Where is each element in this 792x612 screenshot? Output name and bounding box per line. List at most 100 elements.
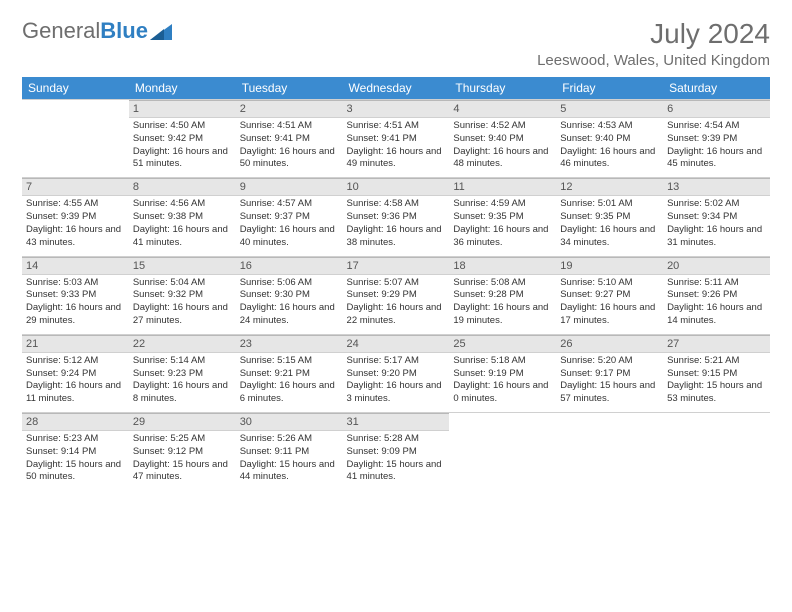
daylight-line: Daylight: 16 hours and 17 minutes. [560,302,659,328]
calendar-cell: 9Sunrise: 4:57 AMSunset: 9:37 PMDaylight… [236,178,343,256]
sunrise-line: Sunrise: 5:18 AM [453,355,552,368]
daylight-line: Daylight: 16 hours and 38 minutes. [347,224,446,250]
calendar-cell: 15Sunrise: 5:04 AMSunset: 9:32 PMDayligh… [129,256,236,334]
daylight-line: Daylight: 16 hours and 22 minutes. [347,302,446,328]
day-content: 27Sunrise: 5:21 AMSunset: 9:15 PMDayligh… [663,335,770,412]
sunset-line: Sunset: 9:19 PM [453,368,552,381]
sunset-line: Sunset: 9:09 PM [347,446,446,459]
calendar-cell: 18Sunrise: 5:08 AMSunset: 9:28 PMDayligh… [449,256,556,334]
calendar-cell: 6Sunrise: 4:54 AMSunset: 9:39 PMDaylight… [663,100,770,178]
daylight-line: Daylight: 15 hours and 47 minutes. [133,459,232,485]
daylight-line: Daylight: 16 hours and 49 minutes. [347,146,446,172]
sunset-line: Sunset: 9:12 PM [133,446,232,459]
daylight-line: Daylight: 16 hours and 34 minutes. [560,224,659,250]
daylight-line: Daylight: 16 hours and 3 minutes. [347,380,446,406]
calendar-cell: 31Sunrise: 5:28 AMSunset: 9:09 PMDayligh… [343,413,450,491]
daylight-line: Daylight: 16 hours and 19 minutes. [453,302,552,328]
calendar-cell: 22Sunrise: 5:14 AMSunset: 9:23 PMDayligh… [129,334,236,412]
day-content: 30Sunrise: 5:26 AMSunset: 9:11 PMDayligh… [236,413,343,490]
sunset-line: Sunset: 9:35 PM [560,211,659,224]
day-number: 6 [663,100,770,118]
daylight-line: Daylight: 16 hours and 41 minutes. [133,224,232,250]
calendar-body: 1Sunrise: 4:50 AMSunset: 9:42 PMDaylight… [22,100,770,491]
day-content: 4Sunrise: 4:52 AMSunset: 9:40 PMDaylight… [449,100,556,177]
sunset-line: Sunset: 9:24 PM [26,368,125,381]
sunrise-line: Sunrise: 5:08 AM [453,277,552,290]
day-number: 3 [343,100,450,118]
day-number: 15 [129,257,236,275]
empty-cell [663,413,770,483]
sunset-line: Sunset: 9:38 PM [133,211,232,224]
day-content: 21Sunrise: 5:12 AMSunset: 9:24 PMDayligh… [22,335,129,412]
daylight-line: Daylight: 16 hours and 31 minutes. [667,224,766,250]
daylight-line: Daylight: 16 hours and 50 minutes. [240,146,339,172]
sunrise-line: Sunrise: 5:25 AM [133,433,232,446]
sunrise-line: Sunrise: 5:14 AM [133,355,232,368]
calendar-cell: 12Sunrise: 5:01 AMSunset: 9:35 PMDayligh… [556,178,663,256]
daylight-line: Daylight: 16 hours and 6 minutes. [240,380,339,406]
day-content: 16Sunrise: 5:06 AMSunset: 9:30 PMDayligh… [236,257,343,334]
calendar-cell: 29Sunrise: 5:25 AMSunset: 9:12 PMDayligh… [129,413,236,491]
day-content: 1Sunrise: 4:50 AMSunset: 9:42 PMDaylight… [129,100,236,177]
sunset-line: Sunset: 9:32 PM [133,289,232,302]
day-content: 14Sunrise: 5:03 AMSunset: 9:33 PMDayligh… [22,257,129,334]
sunrise-line: Sunrise: 4:56 AM [133,198,232,211]
sunset-line: Sunset: 9:41 PM [347,133,446,146]
daylight-line: Daylight: 16 hours and 0 minutes. [453,380,552,406]
logo-text: GeneralBlue [22,18,148,44]
day-content: 20Sunrise: 5:11 AMSunset: 9:26 PMDayligh… [663,257,770,334]
daylight-line: Daylight: 16 hours and 36 minutes. [453,224,552,250]
day-header: Friday [556,77,663,100]
day-number: 22 [129,335,236,353]
sunset-line: Sunset: 9:41 PM [240,133,339,146]
calendar-cell [556,413,663,491]
daylight-line: Daylight: 16 hours and 24 minutes. [240,302,339,328]
sunrise-line: Sunrise: 5:11 AM [667,277,766,290]
daylight-line: Daylight: 16 hours and 27 minutes. [133,302,232,328]
sunrise-line: Sunrise: 5:21 AM [667,355,766,368]
day-number: 14 [22,257,129,275]
sunrise-line: Sunrise: 5:12 AM [26,355,125,368]
sunset-line: Sunset: 9:39 PM [26,211,125,224]
sunset-line: Sunset: 9:29 PM [347,289,446,302]
day-number: 31 [343,413,450,431]
day-number: 18 [449,257,556,275]
day-content: 8Sunrise: 4:56 AMSunset: 9:38 PMDaylight… [129,178,236,255]
day-number: 23 [236,335,343,353]
sunrise-line: Sunrise: 5:07 AM [347,277,446,290]
logo: GeneralBlue [22,18,172,44]
sunrise-line: Sunrise: 4:55 AM [26,198,125,211]
calendar-week-row: 28Sunrise: 5:23 AMSunset: 9:14 PMDayligh… [22,413,770,491]
empty-cell [22,100,129,170]
day-number: 7 [22,178,129,196]
daylight-line: Daylight: 16 hours and 8 minutes. [133,380,232,406]
daylight-line: Daylight: 16 hours and 29 minutes. [26,302,125,328]
day-content: 15Sunrise: 5:04 AMSunset: 9:32 PMDayligh… [129,257,236,334]
sunset-line: Sunset: 9:17 PM [560,368,659,381]
day-content: 5Sunrise: 4:53 AMSunset: 9:40 PMDaylight… [556,100,663,177]
logo-triangle-icon [150,22,172,40]
calendar-cell: 20Sunrise: 5:11 AMSunset: 9:26 PMDayligh… [663,256,770,334]
calendar-cell: 14Sunrise: 5:03 AMSunset: 9:33 PMDayligh… [22,256,129,334]
day-number: 16 [236,257,343,275]
daylight-line: Daylight: 16 hours and 40 minutes. [240,224,339,250]
sunset-line: Sunset: 9:40 PM [453,133,552,146]
sunrise-line: Sunrise: 4:52 AM [453,120,552,133]
day-header: Saturday [663,77,770,100]
calendar-cell: 26Sunrise: 5:20 AMSunset: 9:17 PMDayligh… [556,334,663,412]
day-content: 7Sunrise: 4:55 AMSunset: 9:39 PMDaylight… [22,178,129,255]
calendar-cell: 4Sunrise: 4:52 AMSunset: 9:40 PMDaylight… [449,100,556,178]
day-content: 26Sunrise: 5:20 AMSunset: 9:17 PMDayligh… [556,335,663,412]
day-content: 18Sunrise: 5:08 AMSunset: 9:28 PMDayligh… [449,257,556,334]
day-number: 10 [343,178,450,196]
sunset-line: Sunset: 9:21 PM [240,368,339,381]
title-block: July 2024 Leeswood, Wales, United Kingdo… [537,18,770,69]
month-title: July 2024 [537,18,770,50]
day-content: 25Sunrise: 5:18 AMSunset: 9:19 PMDayligh… [449,335,556,412]
day-number: 20 [663,257,770,275]
day-number: 1 [129,100,236,118]
sunset-line: Sunset: 9:40 PM [560,133,659,146]
day-content: 10Sunrise: 4:58 AMSunset: 9:36 PMDayligh… [343,178,450,255]
day-number: 26 [556,335,663,353]
calendar-cell: 8Sunrise: 4:56 AMSunset: 9:38 PMDaylight… [129,178,236,256]
